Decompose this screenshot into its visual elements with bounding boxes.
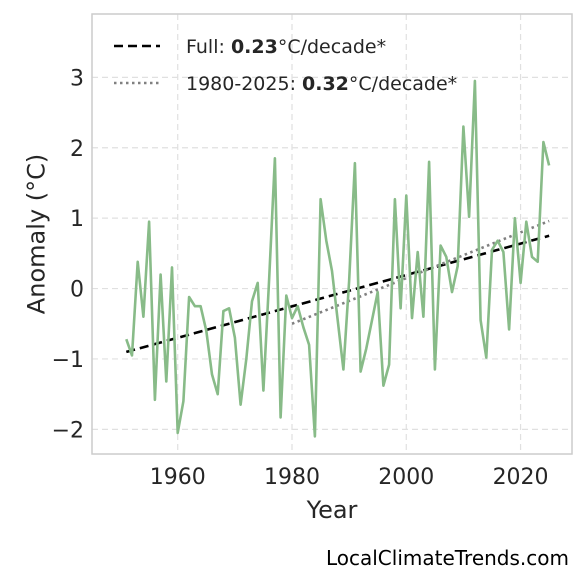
grid — [92, 14, 572, 454]
tick-labels: 1960 1980 2000 2020 −2 −1 0 1 2 3 — [52, 66, 549, 490]
trend-line-full — [125, 234, 550, 354]
anomaly-line — [125, 79, 551, 438]
legend-label: Full: 0.23°C/decade* — [186, 36, 386, 58]
x-axis-title: Year — [306, 496, 358, 524]
legend: Full: 0.23°C/decade* 1980-2025: 0.32°C/de… — [114, 36, 457, 95]
x-tick-label: 1980 — [264, 465, 320, 490]
anomaly-series — [125, 79, 551, 438]
y-tick-label: −1 — [52, 348, 84, 373]
trend-lines — [125, 219, 550, 354]
y-axis-title: Anomaly (°C) — [22, 154, 50, 314]
x-tick-label: 2000 — [378, 465, 434, 490]
y-tick-label: 3 — [70, 66, 84, 91]
y-tick-label: 2 — [70, 137, 84, 162]
legend-label: 1980-2025: 0.32°C/decade* — [186, 73, 457, 95]
y-tick-label: 0 — [70, 278, 84, 303]
y-tick-label: 1 — [70, 207, 84, 232]
watermark: LocalClimateTrends.com — [325, 546, 569, 570]
plot-frame — [91, 13, 573, 455]
x-tick-label: 2020 — [493, 465, 549, 490]
y-tick-label: −2 — [52, 418, 84, 443]
x-tick-label: 1960 — [150, 465, 206, 490]
